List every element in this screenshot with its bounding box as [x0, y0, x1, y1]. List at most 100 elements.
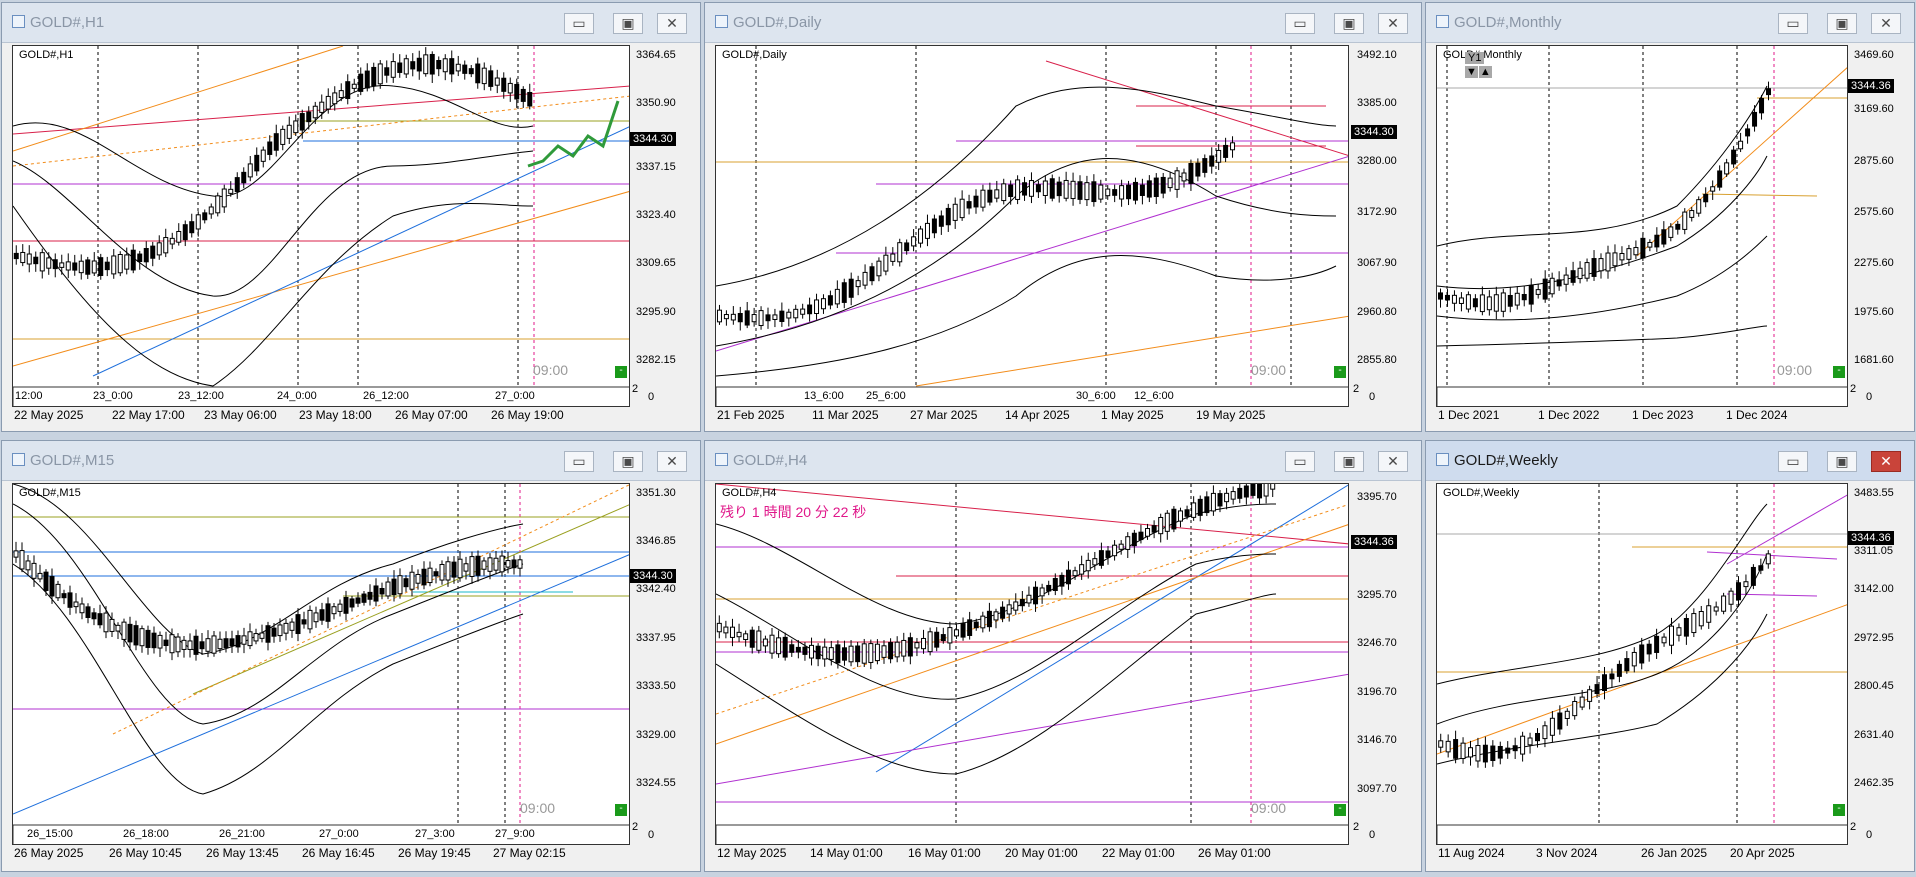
price-label: 3146.70: [1357, 734, 1397, 746]
indicator-toggle-button[interactable]: -: [615, 366, 627, 378]
scroll-arrows[interactable]: ▼ ▲: [1465, 66, 1493, 78]
candle-body: [1563, 274, 1569, 285]
candle-body: [1131, 532, 1137, 547]
title-bar[interactable]: GOLD#,H4 ▭ ▣ ✕: [705, 441, 1421, 481]
minimize-button[interactable]: ▭: [564, 13, 594, 34]
title-bar[interactable]: GOLD#,Weekly ▭ ▣ ✕: [1426, 441, 1914, 481]
candle-body: [181, 639, 187, 650]
candle-body: [897, 242, 903, 263]
price-chart[interactable]: GOLD#,H4 残り 1 時間 20 分 22 秒 09:00 -: [715, 483, 1349, 845]
candle-body: [325, 95, 331, 110]
time-label: 26 May 13:45: [206, 846, 279, 860]
candle-body: [904, 242, 910, 252]
indicator-toggle-button[interactable]: -: [1833, 366, 1845, 378]
indicator-toggle-button[interactable]: -: [615, 804, 627, 816]
window-title: GOLD#,M15: [30, 452, 115, 469]
candle-body: [848, 278, 854, 298]
candle-body: [1609, 673, 1615, 680]
candle-body: [1188, 163, 1194, 184]
candle-body: [228, 188, 234, 194]
price-chart[interactable]: GOLD#,Monthly Y1 ▼▲ 09:00 -: [1436, 45, 1848, 407]
indicator-toggle-button[interactable]: -: [1833, 804, 1845, 816]
close-button[interactable]: ✕: [657, 451, 687, 472]
candle-body: [355, 597, 361, 604]
time-label: 12 May 2025: [717, 846, 787, 860]
chart-window-weekly[interactable]: GOLD#,Weekly ▭ ▣ ✕ GOLD#,Weekly - 3483.5: [1425, 440, 1915, 872]
chart-window-daily[interactable]: GOLD#,Daily ▭ ▣ ✕ GOLD: [704, 2, 1422, 432]
candle-body: [1675, 223, 1681, 230]
indicator-toggle-button[interactable]: -: [1334, 366, 1346, 378]
candle-body: [410, 61, 416, 70]
candle-body: [737, 312, 743, 323]
maximize-button[interactable]: ▣: [1334, 13, 1364, 34]
price-label: 3280.00: [1357, 155, 1397, 167]
chart-window-m15[interactable]: GOLD#,M15 ▭ ▣ ✕ GOLD#,M15 26_: [1, 440, 701, 872]
period-separator-button[interactable]: Y1: [1465, 52, 1485, 64]
candle-body: [1598, 258, 1604, 272]
price-chart[interactable]: GOLD#,Weekly -: [1436, 483, 1848, 845]
candle-body: [1654, 635, 1660, 653]
chart-window-monthly[interactable]: GOLD#,Monthly ▭ ▣ ✕ GOLD#,Monthly Y1 ▼▲: [1425, 2, 1915, 432]
price-label: 3246.70: [1357, 637, 1397, 649]
candle-body: [130, 249, 136, 271]
title-bar[interactable]: GOLD#,M15 ▭ ▣ ✕: [2, 441, 700, 481]
minimize-button[interactable]: ▭: [1778, 451, 1808, 472]
candle-body: [301, 619, 307, 625]
price-chart[interactable]: GOLD#,H1 12:00 23_0:00 23_12:00 24_0:00 …: [12, 45, 630, 407]
close-button[interactable]: ✕: [1378, 13, 1408, 34]
candle-body: [1001, 183, 1007, 202]
price-axis: 3395.70 3295.70 3246.70 3196.70 3146.70 …: [1351, 483, 1421, 845]
title-bar[interactable]: GOLD#,Monthly ▭ ▣ ✕: [1426, 3, 1914, 43]
maximize-button[interactable]: ▣: [613, 13, 643, 34]
candle-body: [1181, 172, 1187, 182]
indicator-toggle-button[interactable]: -: [1334, 804, 1346, 816]
candle-body: [1703, 193, 1709, 203]
minimize-button[interactable]: ▭: [1778, 13, 1808, 34]
time-label: 14 May 01:00: [810, 846, 883, 860]
candle-body: [265, 625, 271, 643]
maximize-button[interactable]: ▣: [613, 451, 643, 472]
candle-body: [494, 77, 500, 86]
current-price-badge: 3344.36: [1848, 531, 1894, 545]
maximize-button[interactable]: ▣: [1334, 451, 1364, 472]
close-button[interactable]: ✕: [1378, 451, 1408, 472]
title-bar[interactable]: GOLD#,Daily ▭ ▣ ✕: [705, 3, 1421, 43]
candle-body: [1079, 564, 1085, 575]
candle-body: [52, 259, 58, 270]
candle-body: [1191, 502, 1197, 518]
title-bar[interactable]: GOLD#,H1 ▭ ▣ ✕: [2, 3, 700, 43]
maximize-button[interactable]: ▣: [1827, 451, 1857, 472]
candle-body: [1035, 184, 1041, 193]
chart-window-h1[interactable]: GOLD#,H1 ▭ ▣ ✕: [1, 2, 701, 432]
window-title: GOLD#,H4: [733, 452, 808, 469]
minimize-button[interactable]: ▭: [564, 451, 594, 472]
current-price-badge: 3344.36: [1848, 79, 1894, 93]
current-price-badge: 3344.30: [630, 569, 676, 583]
candle-body: [736, 631, 742, 638]
candle-body: [772, 314, 778, 320]
price-label: 3333.50: [636, 680, 676, 692]
maximize-button[interactable]: ▣: [1827, 13, 1857, 34]
price-label: 3337.15: [636, 161, 676, 173]
minimize-button[interactable]: ▭: [1285, 13, 1315, 34]
price-chart[interactable]: GOLD#,Daily 13_6:00 25_6:00 30_6:00 12_6…: [715, 45, 1349, 407]
candle-body: [1759, 97, 1765, 114]
candle-body: [462, 64, 468, 74]
close-button[interactable]: ✕: [657, 13, 687, 34]
indicator-axis-top: 2: [632, 821, 639, 833]
close-button[interactable]: ✕: [1871, 451, 1901, 472]
candle-body: [1472, 298, 1478, 308]
candle-body: [367, 591, 373, 600]
price-chart[interactable]: GOLD#,M15 26_15:00 26_18:00 26_21:00 27_…: [12, 483, 630, 845]
candle-body: [1691, 613, 1697, 634]
candle-body: [1482, 744, 1488, 763]
arrow-down-icon[interactable]: ▼: [1465, 66, 1478, 78]
arrow-up-icon[interactable]: ▲: [1478, 66, 1492, 78]
minimize-button[interactable]: ▭: [1285, 451, 1315, 472]
candle-body: [267, 141, 273, 155]
close-button[interactable]: ✕: [1871, 13, 1901, 34]
candle-body: [501, 77, 507, 92]
candle-body: [469, 556, 475, 577]
chart-window-h4[interactable]: GOLD#,H4 ▭ ▣ ✕ GOLD#,H4: [704, 440, 1422, 872]
candle-body: [940, 634, 946, 642]
